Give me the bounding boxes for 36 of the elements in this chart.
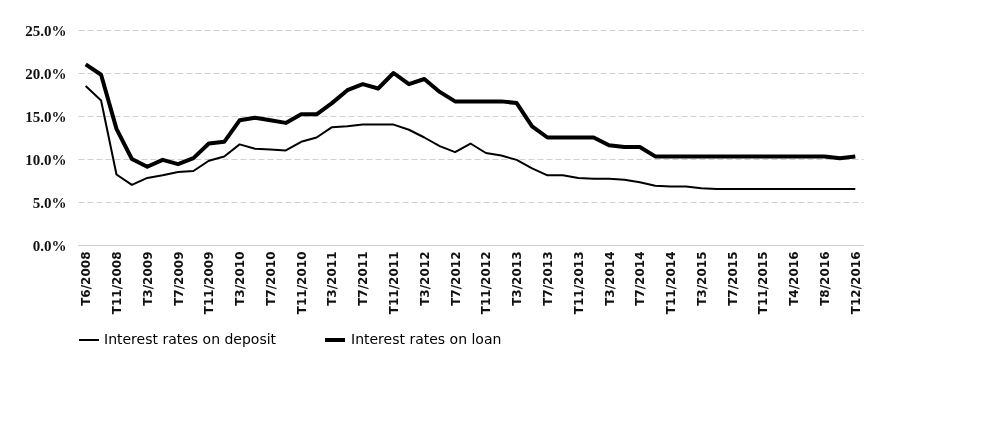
x-tick-label: T11/2010: [294, 251, 309, 315]
x-tick-label: T3/2010: [233, 251, 248, 306]
x-tick-label: T7/2011: [356, 251, 371, 306]
y-tick-label: 15.0%: [25, 108, 67, 125]
x-tick-label: T3/2012: [417, 251, 432, 306]
line-series: [83, 62, 858, 169]
x-tick-label: T11/2012: [479, 251, 494, 315]
legend-label: Interest rates on loan: [351, 331, 502, 347]
y-tick-label: 25.0%: [25, 22, 67, 39]
y-tick-label: 5.0%: [32, 194, 67, 211]
x-tick-label: T11/2013: [571, 251, 586, 315]
y-tick-label: 20.0%: [25, 65, 67, 82]
x-tick-label: T3/2011: [325, 251, 340, 306]
x-tick-label: T3/2014: [602, 251, 617, 306]
x-tick-label: T7/2010: [263, 251, 278, 306]
x-tick-label: T7/2013: [540, 251, 555, 306]
x-tick-label: T8/2016: [818, 251, 833, 306]
line-series: [84, 84, 857, 191]
x-tick-label: T4/2016: [787, 251, 802, 306]
x-tick-label: T12/2016: [848, 251, 863, 315]
x-tick-label: T11/2008: [109, 251, 124, 315]
x-tick-label: T11/2014: [664, 251, 679, 315]
x-tick-label: T7/2015: [725, 251, 740, 306]
x-tick-label: T3/2009: [140, 251, 155, 306]
x-tick-label: T7/2012: [448, 251, 463, 306]
y-tick-label: 10.0%: [25, 151, 67, 168]
x-tick-label: T6/2008: [79, 251, 94, 306]
x-tick-label: T7/2014: [633, 251, 648, 306]
x-tick-label: T7/2009: [171, 251, 186, 306]
x-tick-label: T11/2015: [756, 251, 771, 315]
x-tick-label: T3/2015: [694, 251, 709, 306]
x-tick-label: T11/2009: [202, 251, 217, 315]
y-tick-label: 0.0%: [32, 237, 67, 254]
x-tick-label: T11/2011: [387, 251, 402, 315]
x-tick-label: T3/2013: [510, 251, 525, 306]
legend-label: Interest rates on deposit: [104, 331, 277, 347]
